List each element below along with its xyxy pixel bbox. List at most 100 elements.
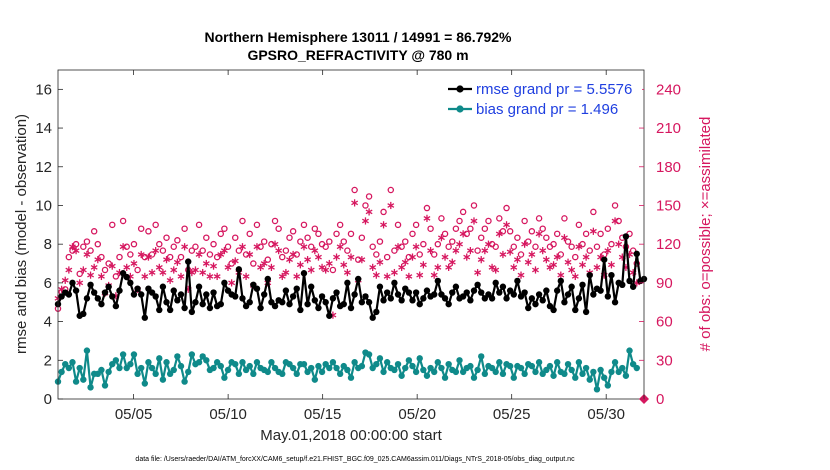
bias-point — [174, 353, 181, 360]
rmse-point — [94, 295, 101, 302]
obs-assimilated-marker — [571, 272, 579, 281]
obs-possible-marker — [615, 217, 622, 225]
rmse-point — [387, 295, 394, 302]
obs-possible-marker — [597, 230, 604, 238]
bias-point — [467, 362, 474, 370]
obs-assimilated-stroke — [340, 262, 348, 268]
bias-point — [456, 357, 463, 364]
x-tick-label: 05/25 — [493, 406, 531, 423]
obs-possible-marker — [423, 204, 431, 212]
obs-assimilated-stroke — [119, 244, 127, 250]
obs-assimilated-marker — [351, 199, 359, 207]
y-axis-left: 0 2 4 6 8 10 12 14 16 — [35, 81, 63, 408]
obs-possible-marker — [561, 215, 568, 222]
obs-assimilated-marker — [513, 256, 521, 264]
bias-point — [564, 360, 572, 368]
bias-point — [517, 364, 525, 372]
rmse-point — [561, 299, 568, 306]
rmse-point — [582, 308, 590, 316]
bias-point — [593, 386, 601, 393]
x-tick-label: 05/15 — [304, 406, 342, 423]
bias-point — [163, 359, 170, 366]
rmse-point — [629, 283, 637, 290]
obs-possible-marker — [112, 273, 120, 280]
y-tick-label: 6 — [44, 275, 52, 292]
rmse-point — [264, 275, 272, 283]
rmse-point — [174, 297, 181, 304]
obs-assimilated-stroke — [333, 254, 340, 260]
bias-point — [568, 366, 575, 374]
obs-possible-marker — [405, 253, 413, 261]
obs-assimilated-stroke — [362, 218, 369, 224]
obs-possible-marker — [524, 238, 532, 245]
obs-assimilated-stroke — [72, 248, 80, 253]
obs-possible-marker — [575, 221, 583, 229]
bias-point — [441, 374, 449, 381]
y2-axis-label: # of obs: o=possible; ×=assimilated — [697, 117, 714, 352]
obs-assimilated-marker — [376, 258, 384, 266]
bias-point — [76, 364, 83, 372]
obs-assimilated-stroke — [521, 241, 529, 247]
obs-possible-marker — [430, 251, 438, 258]
obs-assimilated-stroke — [202, 261, 210, 266]
obs-possible-marker — [543, 234, 550, 241]
rmse-point — [206, 304, 214, 312]
rmse-point — [105, 283, 112, 290]
obs-assimilated-marker — [155, 263, 163, 271]
obs-assimilated-marker — [553, 253, 561, 261]
obs-assimilated-marker — [550, 261, 558, 269]
rmse-point — [626, 277, 633, 285]
obs-assimilated-marker — [206, 272, 214, 281]
obs-assimilated-stroke — [560, 235, 568, 241]
bias-point — [423, 372, 431, 379]
obs-possible-marker — [224, 243, 232, 251]
bias-point — [148, 364, 156, 372]
bias-point — [499, 370, 507, 378]
obs-possible-marker — [101, 266, 109, 274]
y2-tick-label: 60 — [656, 314, 673, 331]
obs-assimilated-marker — [296, 261, 304, 269]
obs-assimilated-stroke — [296, 262, 304, 268]
obs-assimilated-marker — [181, 243, 189, 251]
bias-point — [474, 366, 481, 374]
rmse-point — [192, 299, 199, 306]
obs-possible-marker — [535, 215, 543, 222]
obs-possible-marker — [412, 221, 420, 229]
obs-possible-marker — [611, 202, 619, 209]
obs-assimilated-stroke — [314, 254, 322, 260]
obs-assimilated-stroke — [539, 248, 547, 253]
obs-assimilated-marker — [463, 253, 471, 261]
bias-point — [412, 368, 420, 376]
obs-possible-marker — [629, 247, 637, 254]
obs-assimilated-stroke — [611, 218, 619, 224]
obs-assimilated-marker — [452, 247, 460, 255]
obs-possible-marker — [365, 193, 373, 200]
obs-possible-marker — [608, 240, 615, 248]
obs-assimilated-marker — [528, 250, 536, 259]
obs-assimilated-marker — [430, 271, 438, 279]
bias-point — [315, 362, 322, 370]
obs-possible-marker — [145, 228, 152, 235]
bias-point — [496, 359, 503, 366]
rmse-point — [123, 273, 130, 281]
y-axis-right: 0 30 60 90 120 150 180 210 240 — [639, 81, 681, 408]
obs-assimilated-stroke — [257, 265, 265, 270]
bias-point — [561, 370, 568, 378]
obs-possible-marker — [376, 238, 384, 245]
rmse-point — [434, 277, 442, 285]
obs-assimilated-stroke — [579, 262, 586, 268]
rmse-point — [134, 285, 141, 292]
obs-possible-marker — [260, 238, 268, 245]
obs-assimilated-stroke — [271, 241, 279, 247]
obs-possible-marker — [564, 238, 572, 245]
obs-assimilated-marker — [365, 208, 373, 216]
bias-point — [365, 351, 373, 358]
x-tick-label: 05/05 — [115, 406, 153, 423]
obs-assimilated-stroke — [401, 259, 409, 265]
obs-possible-marker — [434, 240, 442, 248]
obs-assimilated-stroke — [163, 257, 170, 263]
rmse-point — [452, 283, 460, 290]
obs-possible-marker — [297, 238, 304, 245]
obs-assimilated-marker — [434, 263, 442, 271]
bias-point — [416, 355, 423, 362]
